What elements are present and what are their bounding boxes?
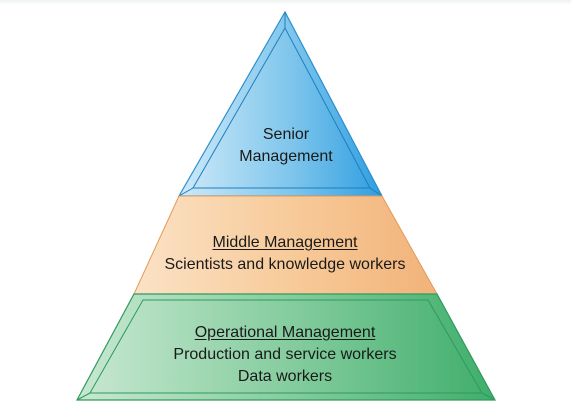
tier-senior [177,10,383,197]
operational-management-title: Operational Management [194,324,376,341]
middle-line-1: Scientists and knowledge workers [164,256,406,273]
top-edge-strip [0,0,571,5]
senior-line-2: Management [239,148,333,165]
operational-line-1: Production and service workers [173,346,397,363]
middle-management-label: Middle Management Scientists and knowled… [130,232,440,276]
operational-management-label: Operational Management Production and se… [120,322,450,388]
middle-management-title: Middle Management [212,234,358,251]
operational-line-2: Data workers [237,368,333,385]
senior-line-1: Senior [262,126,310,143]
tier-operational [75,293,497,401]
senior-management-label: Senior Management [221,124,351,168]
